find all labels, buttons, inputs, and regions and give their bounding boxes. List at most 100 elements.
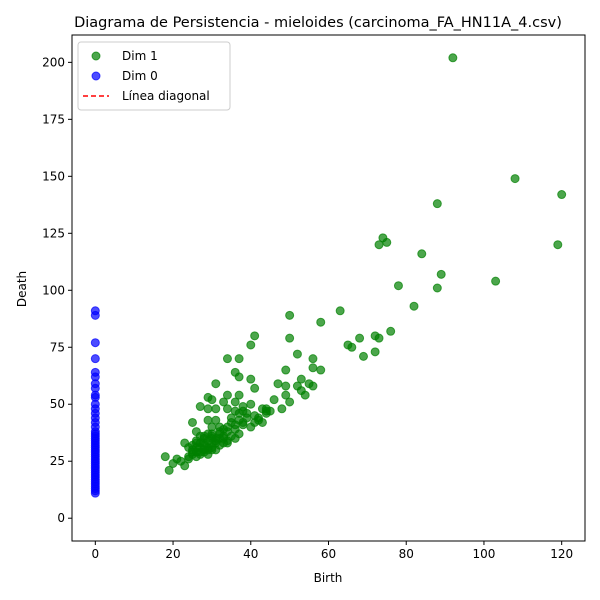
dim-1-point: [207, 429, 217, 439]
y-tick-label: 25: [50, 454, 65, 468]
dim-1-point: [207, 395, 217, 405]
dim-1-point: [277, 404, 287, 414]
y-tick-label: 100: [42, 283, 65, 297]
legend-label: Dim 1: [122, 49, 158, 63]
y-axis-ticks: 0 25 50 75 100 125 150 175 200: [42, 55, 72, 525]
dim-1-point: [510, 174, 520, 184]
y-tick-label: 125: [42, 226, 65, 240]
dim-1-point: [246, 374, 256, 384]
y-tick-label: 150: [42, 169, 65, 183]
dim-1-point: [296, 374, 306, 384]
legend-box: [77, 41, 231, 111]
dim-1-point: [261, 406, 271, 416]
dim-1-point: [211, 404, 221, 414]
x-tick-label: 120: [550, 547, 573, 561]
points-layer: [90, 53, 567, 498]
dim-1-point: [222, 390, 232, 400]
dim-1-point: [316, 365, 326, 375]
dim-1-point: [370, 347, 380, 357]
dim-1-point: [308, 363, 318, 373]
dim-1-point: [234, 372, 244, 382]
dim-1-point: [281, 381, 291, 391]
dim-1-point: [292, 349, 302, 359]
dim-1-point: [242, 413, 252, 423]
dim-1-point: [160, 452, 170, 462]
y-tick-label: 175: [42, 112, 65, 126]
dim-1-point: [203, 404, 213, 414]
dim-0-point: [90, 310, 100, 320]
dim-1-point: [250, 383, 260, 393]
x-tick-label: 100: [473, 547, 496, 561]
y-tick-label: 50: [50, 397, 65, 411]
dim-1-point: [432, 283, 442, 293]
x-axis-ticks: 0 20 40 60 80 100 120: [91, 541, 573, 561]
plot-frame: [71, 34, 586, 542]
dim-1-point: [308, 381, 318, 391]
dim-1-point: [374, 240, 384, 250]
dim-1-point: [211, 379, 221, 389]
dim-1-point: [246, 399, 256, 409]
x-tick-label: 40: [243, 547, 258, 561]
dim-1-point: [281, 390, 291, 400]
x-tick-label: 20: [165, 547, 180, 561]
dim-1-point: [195, 402, 205, 412]
x-tick-label: 80: [399, 547, 414, 561]
legend-marker: [91, 71, 101, 81]
dim-1-point: [222, 422, 232, 432]
plot-area: [71, 34, 586, 542]
dim-1-point: [355, 333, 365, 343]
dim-1-point: [417, 249, 427, 259]
dim-1-point: [285, 333, 295, 343]
dim-1-point: [557, 190, 567, 200]
dim-1-point: [448, 53, 458, 63]
dim-1-point: [230, 397, 240, 407]
dim-1-point: [246, 340, 256, 350]
legend-marker: [91, 51, 101, 61]
legend-label: Dim 0: [122, 69, 158, 83]
dim-1-point: [386, 326, 396, 336]
dim-1-point: [234, 354, 244, 364]
dim-1-point: [347, 342, 357, 352]
dim-1-point: [269, 395, 279, 405]
dim-1-point: [211, 415, 221, 425]
dim-1-point: [273, 379, 283, 389]
dim-1-point: [199, 431, 209, 441]
dim-1-point: [374, 333, 384, 343]
dim-1-point: [222, 438, 232, 448]
dim-1-point: [250, 331, 260, 341]
dim-1-point: [308, 354, 318, 364]
y-tick-label: 75: [50, 340, 65, 354]
dim-1-point: [191, 438, 201, 448]
dim-0-point: [90, 354, 100, 364]
chart-title: Diagrama de Persistencia - mieloides (ca…: [74, 15, 562, 31]
dim-1-point: [436, 269, 446, 279]
dim-1-point: [222, 354, 232, 364]
dim-1-point: [164, 465, 174, 475]
dim-1-point: [358, 351, 368, 361]
dim-1-point: [285, 310, 295, 320]
dim-1-point: [180, 461, 190, 471]
dim-1-point: [207, 445, 217, 455]
x-tick-label: 60: [321, 547, 336, 561]
dim-1-point: [300, 390, 310, 400]
dim-1-point: [281, 365, 291, 375]
dim-1-point: [382, 237, 392, 247]
dim-1-point: [215, 427, 225, 437]
dim-1-point: [409, 301, 419, 311]
y-tick-label: 200: [42, 55, 65, 69]
dim-1-point: [234, 390, 244, 400]
dim-1-point: [230, 433, 240, 443]
x-tick-label: 0: [91, 547, 99, 561]
legend: Dim 1 Dim 0 Línea diagonal: [77, 41, 231, 111]
y-axis-label: Death: [15, 271, 29, 307]
dim-1-point: [187, 417, 197, 427]
y-tick-label: 0: [57, 511, 65, 525]
dim-1-point: [553, 240, 563, 250]
dim-1-point: [316, 317, 326, 327]
dim-1-point: [254, 415, 264, 425]
dim-1-point: [335, 306, 345, 316]
dim-1-point: [219, 397, 229, 407]
dim-0-point: [90, 338, 100, 348]
dim-1-point: [285, 397, 295, 407]
